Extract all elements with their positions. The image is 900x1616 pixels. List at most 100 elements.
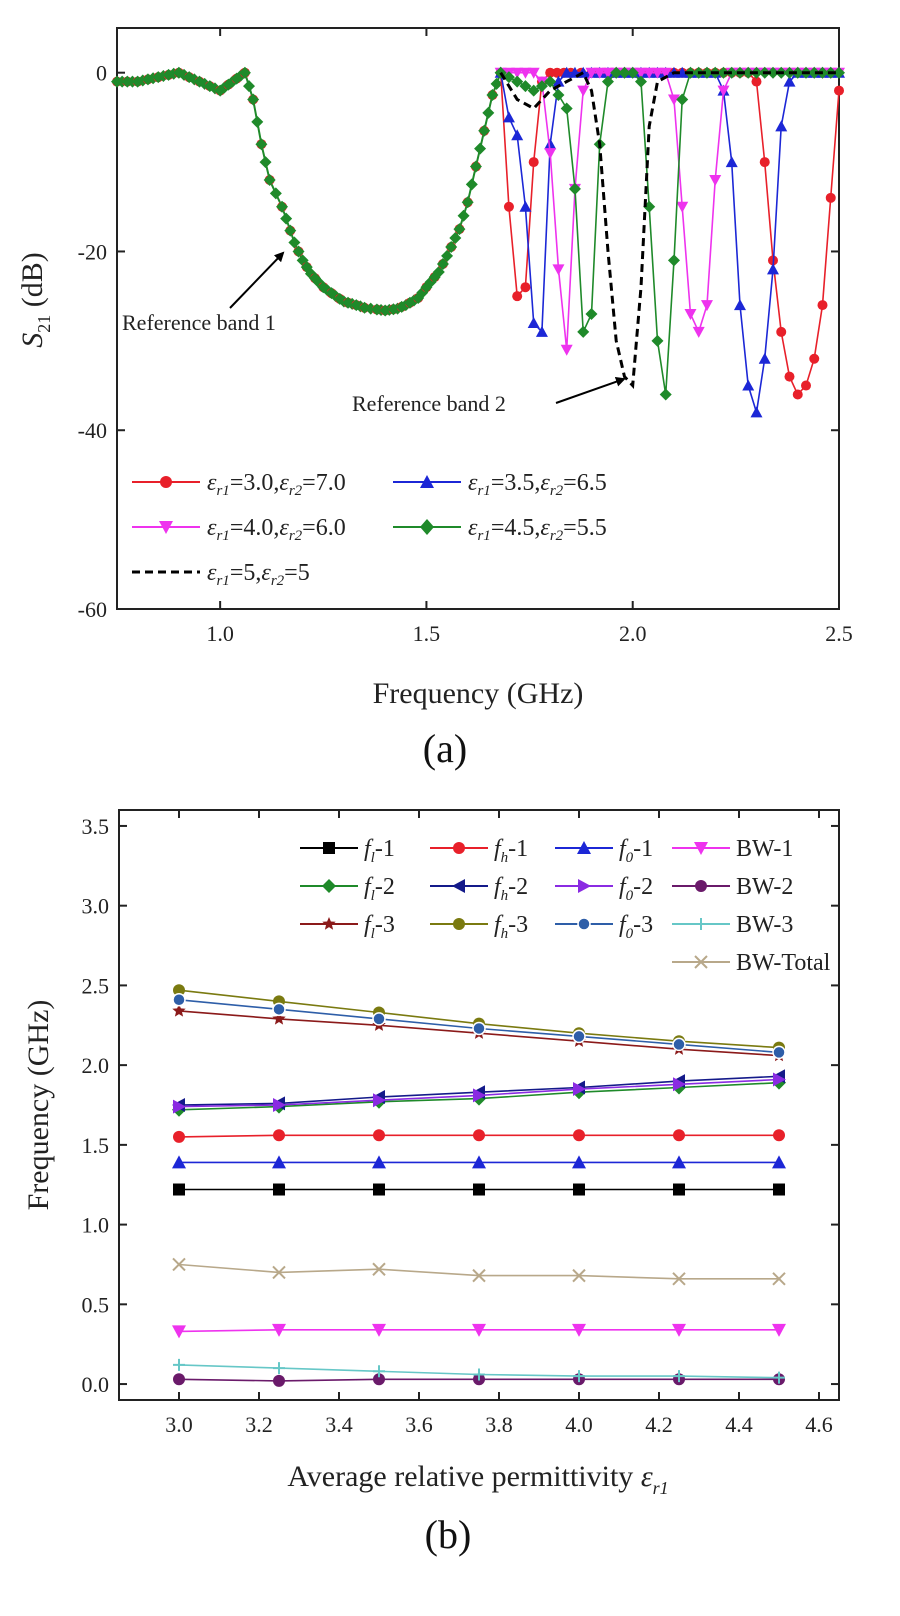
series-point-0 [520,282,531,293]
common-curve-point [251,115,264,128]
common-curve-point [247,93,260,106]
series-line-0 [499,71,840,396]
series-point-b-2 [172,1155,186,1169]
plot-frame-b [118,809,840,1401]
series-point-b-10 [372,1012,386,1026]
plot-frame-a [116,27,840,610]
legend-label-a-4: εr1=5,εr2=5 [207,560,310,589]
series-point-b-1 [473,1129,485,1142]
common-curve-point [276,200,289,213]
common-curve-point [449,232,462,245]
legend-marker-b-2 [577,841,591,854]
series-point-3 [544,75,557,88]
common-curve-point [238,66,251,79]
series-point-1 [552,75,565,87]
x-tick-label: 3.0 [165,1412,193,1437]
series-point-b-0 [673,1183,685,1196]
series-point-b-10 [672,1037,686,1052]
legend-label-b-6: f0-2 [619,874,653,904]
series-point-1 [535,325,548,337]
y-tick-label: 1.0 [82,1213,110,1238]
common-curve-point [243,80,256,93]
legend-marker-b-9 [453,918,465,930]
series-point-0 [817,300,828,311]
legend-item-b-12: BW-Total [672,950,831,976]
series-point-1 [750,406,763,418]
x-tick-label: 4.6 [805,1412,833,1437]
legend-item-b-9: fh-3 [430,912,528,942]
common-curve-point [288,236,301,249]
legend-label-b-10: f0-3 [619,912,653,942]
axes-ticks-b: 3.0 3.2 3.4 3.6 3.8 4.0 4.2 4.4 4.6 0.0 0.5 1.0 1.5 2… [82,810,839,1437]
common-curve-point [478,124,491,137]
legend-item-b-2: f0-1 [555,836,653,866]
x-tick-label: 2.5 [825,621,853,646]
legend-item-b-5: fh-2 [430,874,528,904]
annotation-arrow-2 [555,376,626,404]
series-point-2 [684,309,697,321]
series-point-3 [618,66,631,79]
series-point-b-8 [272,1011,286,1025]
series-point-1 [560,66,573,78]
legend-marker-a-3 [420,519,434,535]
series-point-b-6 [573,1082,586,1097]
series-point-b-0 [373,1183,385,1196]
series-point-3 [535,80,548,93]
common-curve-point [269,187,282,200]
series-point-b-3 [372,1323,386,1337]
series-point-3 [717,66,730,79]
series-point-0 [825,192,836,203]
series-point-0 [751,76,762,87]
legend-label-b-9: fh-3 [494,912,528,942]
series-point-b-2 [272,1155,286,1169]
series-point-2 [585,67,598,79]
series-point-2 [700,300,713,312]
series-point-b-2 [672,1155,686,1169]
legend-item-b-4: fl-2 [300,874,395,904]
series-point-1 [511,129,524,141]
legend-marker-b-6 [578,879,591,893]
common-curve-point [482,106,495,119]
common-curve-point [263,173,276,186]
series-point-3 [519,80,532,93]
series-point-b-11 [573,1370,585,1383]
series-point-3 [676,93,689,106]
y-axis-title-unit: (dB) [16,252,49,315]
series-point-2 [634,67,647,79]
common-curve-point [284,224,297,237]
legend-marker-a-2 [159,521,173,534]
series-point-3 [833,66,845,79]
series-point-b-3 [272,1323,286,1337]
series-point-b-12 [372,1262,386,1276]
y-axis-title-main: S [16,333,49,348]
legend-label-b-7: BW-2 [736,874,793,900]
series-point-0 [503,201,514,212]
common-curve-point [465,178,478,191]
series-point-b-11 [373,1365,385,1378]
series-point-b-6 [373,1093,386,1108]
common-curve-point [292,245,305,258]
common-curve-point [461,196,474,209]
y-tick-label: 2.5 [82,973,110,998]
legend-marker-b-1 [453,842,465,854]
series-point-3 [667,254,680,267]
series-point-2 [577,85,590,97]
y-axis-title-b: Frequency (GHz) [22,1000,55,1211]
series-point-b-6 [173,1099,186,1114]
series-point-3 [634,75,647,88]
series-point-b-1 [273,1129,285,1142]
chart-panel-a: 1.0 1.5 2.0 2.5 0 -20 -40 -60 S21 (dB) Frequenc… [16,27,853,771]
x-tick-label: 3.2 [245,1412,273,1437]
series-point-1 [519,200,532,212]
common-curve-point [486,89,499,102]
common-curve-point [469,160,482,173]
x-axis-title-b-sym: ε [641,1460,653,1493]
series-point-b-8 [172,1003,186,1017]
series-point-0 [545,67,556,78]
legend-item-b-1: fh-1 [430,836,528,866]
chart-panel-b: 3.0 3.2 3.4 3.6 3.8 4.0 4.2 4.4 4.6 0.0 0.5 1.0 1.5 2… [22,809,840,1557]
series-point-1 [502,111,515,123]
series-point-b-0 [573,1183,585,1196]
y-tick-label: -40 [78,418,107,443]
x-tick-label: 1.5 [413,621,441,646]
